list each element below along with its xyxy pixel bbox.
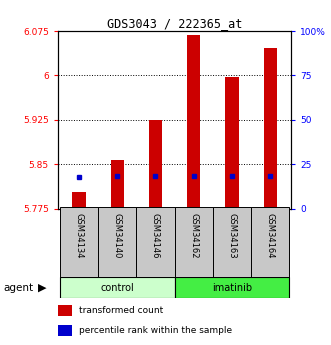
Text: transformed count: transformed count: [79, 306, 163, 315]
Text: percentile rank within the sample: percentile rank within the sample: [79, 326, 232, 335]
Bar: [213, 207, 251, 278]
Bar: [58, 305, 72, 316]
Bar: [187, 35, 201, 209]
Bar: [60, 207, 98, 278]
Bar: [263, 48, 277, 209]
Text: agent: agent: [3, 283, 33, 293]
Bar: [225, 77, 239, 209]
Bar: [136, 207, 175, 278]
Bar: [98, 207, 136, 278]
Bar: [149, 120, 162, 209]
Text: GSM34134: GSM34134: [74, 213, 83, 258]
Text: GSM34163: GSM34163: [227, 213, 236, 258]
Text: GSM34164: GSM34164: [266, 213, 275, 258]
Bar: [58, 325, 72, 336]
Bar: [175, 207, 213, 278]
Text: GSM34146: GSM34146: [151, 213, 160, 258]
Bar: [60, 277, 175, 298]
Text: control: control: [100, 283, 134, 293]
Bar: [251, 207, 289, 278]
Bar: [175, 277, 289, 298]
Text: GSM34140: GSM34140: [113, 213, 122, 258]
Text: ▶: ▶: [38, 283, 47, 293]
Bar: [72, 192, 86, 209]
Text: imatinib: imatinib: [212, 283, 252, 293]
Title: GDS3043 / 222365_at: GDS3043 / 222365_at: [107, 17, 242, 30]
Bar: [111, 160, 124, 209]
Text: GSM34162: GSM34162: [189, 213, 198, 258]
